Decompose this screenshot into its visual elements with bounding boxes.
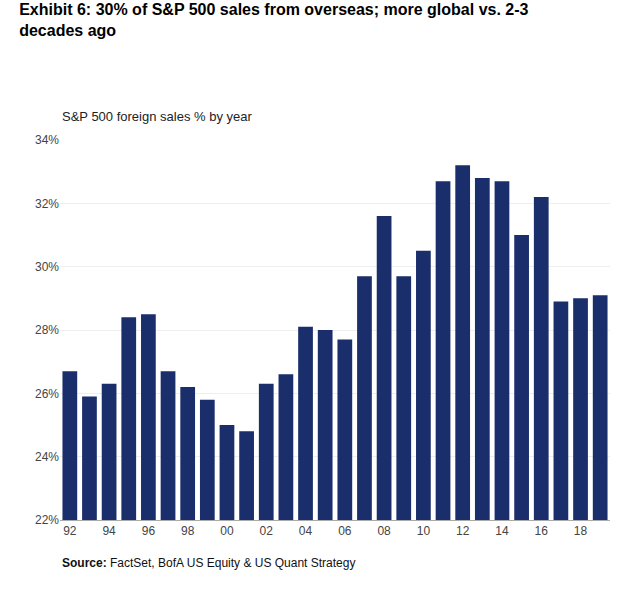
svg-text:08: 08 [377, 524, 391, 538]
svg-text:04: 04 [299, 524, 313, 538]
svg-text:16: 16 [535, 524, 549, 538]
svg-text:92: 92 [63, 524, 77, 538]
svg-text:14: 14 [495, 524, 509, 538]
svg-text:26%: 26% [35, 387, 59, 401]
svg-text:02: 02 [260, 524, 274, 538]
svg-text:Exhibit 6: 30% of S&P 500 sale: Exhibit 6: 30% of S&P 500 sales from ove… [19, 1, 528, 39]
svg-text:30%: 30% [35, 260, 59, 274]
svg-text:12: 12 [456, 524, 470, 538]
svg-text:32%: 32% [35, 197, 59, 211]
svg-text:96: 96 [142, 524, 156, 538]
svg-text:10: 10 [417, 524, 431, 538]
svg-text:94: 94 [102, 524, 116, 538]
svg-text:S&P 500 foreign sales % by yea: S&P 500 foreign sales % by year [62, 109, 252, 124]
svg-text:98: 98 [181, 524, 195, 538]
svg-text:06: 06 [338, 524, 352, 538]
svg-text:24%: 24% [35, 450, 59, 464]
svg-text:18: 18 [574, 524, 588, 538]
svg-text:34%: 34% [35, 133, 59, 147]
svg-text:00: 00 [220, 524, 234, 538]
svg-text:Source: FactSet, BofA US Equit: Source: FactSet, BofA US Equity & US Qua… [62, 556, 355, 570]
svg-text:28%: 28% [35, 323, 59, 337]
svg-text:22%: 22% [35, 513, 59, 527]
